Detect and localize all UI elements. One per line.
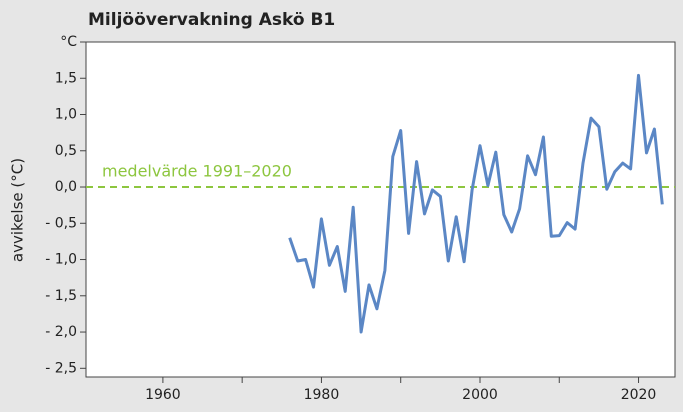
x-tick-label: 2020 [621,387,657,403]
y-tick-label: 1,0 [55,107,77,123]
y-tick-label: - 1,0 [45,252,77,268]
y-tick-label: - 2,0 [45,324,77,340]
x-tick-label: 1960 [145,387,181,403]
y-tick-label: - 2,5 [45,360,77,376]
data-line [288,73,664,334]
plot-area [85,41,676,378]
y-tick-label: - 1,5 [45,288,77,304]
reference-label: medelvärde 1991–2020 [102,162,292,181]
y-tick-label: °C [60,34,77,50]
x-tick-label: 1980 [304,387,340,403]
y-tick-label: 0,0 [55,179,77,195]
chart-title: Miljöövervakning Askö B1 [88,10,335,30]
y-axis-label: avvikelse (°C) [9,158,27,262]
y-tick-label: 1,5 [55,70,77,86]
x-tick-label: 2000 [462,387,498,403]
y-tick-label: - 0,5 [45,215,77,231]
y-tick-label: 0,5 [55,143,77,159]
